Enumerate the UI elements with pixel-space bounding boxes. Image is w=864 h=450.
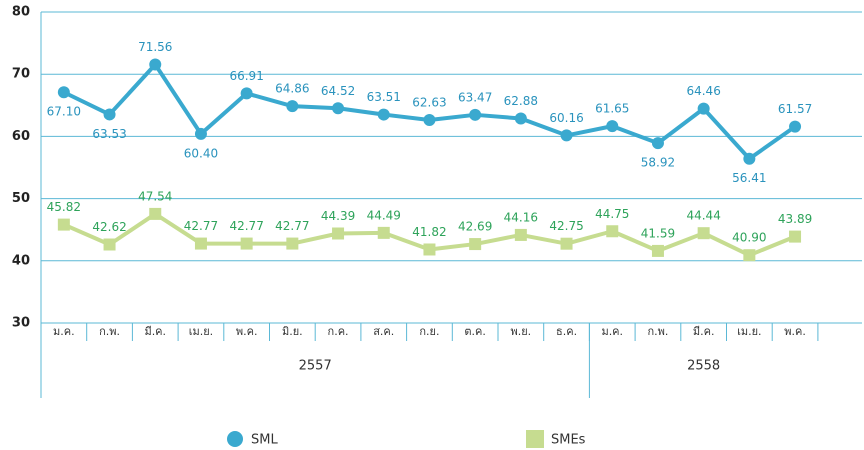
value-label: 42.75 — [549, 219, 583, 233]
value-label: 63.51 — [367, 90, 401, 104]
value-label: 64.52 — [321, 84, 355, 98]
group-label: 2557 — [299, 359, 332, 374]
y-tick-label: 60 — [12, 129, 30, 144]
x-tick-label: ต.ค. — [464, 325, 486, 338]
value-label: 40.90 — [732, 231, 766, 245]
marker — [240, 237, 253, 250]
x-tick-label: ก.พ. — [647, 325, 668, 338]
value-label: 66.91 — [229, 69, 263, 83]
value-label: 45.82 — [47, 200, 81, 214]
value-label: 44.75 — [595, 207, 629, 221]
marker — [469, 238, 482, 251]
marker — [286, 100, 299, 113]
marker — [103, 108, 116, 121]
x-tick-label: พ.ย. — [510, 325, 531, 338]
legend-label: SMEs — [551, 433, 586, 448]
y-tick-label: 80 — [12, 5, 30, 20]
value-label: 62.63 — [412, 96, 446, 110]
marker — [332, 102, 345, 115]
legend-marker — [227, 431, 243, 447]
value-label: 42.69 — [458, 220, 492, 234]
x-tick-label: ก.พ. — [99, 325, 120, 338]
x-tick-label: ม.ค. — [53, 325, 75, 338]
marker — [194, 237, 207, 250]
x-tick-label: มิ.ย. — [282, 325, 303, 338]
marker — [651, 137, 664, 150]
x-tick-label: มี.ค. — [693, 325, 715, 338]
marker — [697, 227, 710, 240]
marker — [240, 87, 253, 100]
value-label: 60.40 — [184, 146, 218, 160]
marker — [469, 108, 482, 121]
series-line — [62, 62, 797, 161]
value-label: 44.39 — [321, 209, 355, 223]
marker — [57, 86, 70, 99]
value-label: 42.77 — [275, 219, 309, 233]
x-tick-label: เม.ย. — [737, 325, 761, 338]
marker — [514, 228, 527, 241]
value-label: 41.82 — [412, 225, 446, 239]
value-label: 56.41 — [732, 171, 766, 185]
x-tick-label: ธ.ค. — [556, 325, 577, 338]
x-tick-label: ส.ค. — [373, 325, 394, 338]
x-tick-label: ก.ย. — [419, 325, 439, 338]
marker — [194, 127, 207, 140]
marker — [789, 120, 802, 133]
value-label: 42.77 — [229, 219, 263, 233]
group-label: 2558 — [687, 359, 720, 374]
marker — [606, 120, 619, 133]
value-label: 61.57 — [778, 102, 812, 116]
value-label: 61.65 — [595, 102, 629, 116]
marker — [743, 249, 756, 262]
marker — [57, 218, 70, 231]
value-label: 42.62 — [92, 220, 126, 234]
value-label: 44.49 — [367, 208, 401, 222]
value-label: 41.59 — [641, 226, 675, 240]
value-label: 63.47 — [458, 90, 492, 104]
value-label: 44.44 — [686, 209, 720, 223]
value-label: 63.53 — [92, 127, 126, 141]
value-label: 67.10 — [47, 105, 81, 119]
marker — [286, 237, 299, 250]
x-tick-label: พ.ค. — [784, 325, 806, 338]
value-label: 64.46 — [686, 84, 720, 98]
x-tick-label: ม.ค. — [601, 325, 623, 338]
marker — [651, 244, 664, 257]
marker — [743, 152, 756, 165]
x-tick-label: ก.ค. — [328, 325, 349, 338]
marker — [514, 112, 527, 125]
y-tick-label: 40 — [12, 253, 30, 268]
y-tick-label: 50 — [12, 191, 30, 206]
marker — [789, 230, 802, 243]
value-label: 43.89 — [778, 212, 812, 226]
value-label: 44.16 — [504, 210, 538, 224]
marker — [423, 243, 436, 256]
marker — [423, 114, 436, 127]
marker — [149, 207, 162, 220]
y-tick-label: 70 — [12, 67, 30, 82]
legend-marker — [526, 430, 544, 448]
marker — [560, 237, 573, 250]
x-tick-label: เม.ย. — [189, 325, 213, 338]
marker — [377, 108, 390, 121]
x-tick-label: พ.ค. — [236, 325, 258, 338]
value-label: 64.86 — [275, 82, 309, 96]
x-tick-label: มี.ค. — [144, 325, 166, 338]
value-label: 60.16 — [549, 111, 583, 125]
marker — [103, 238, 116, 251]
marker — [332, 227, 345, 240]
marker — [697, 102, 710, 115]
value-label: 42.77 — [184, 219, 218, 233]
y-tick-label: 30 — [12, 316, 30, 331]
value-label: 62.88 — [504, 94, 538, 108]
marker — [377, 226, 390, 239]
marker — [149, 58, 162, 71]
value-label: 71.56 — [138, 40, 172, 54]
value-label: 58.92 — [641, 156, 675, 170]
legend-label: SML — [251, 433, 278, 448]
marker — [560, 129, 573, 142]
marker — [606, 225, 619, 238]
value-label: 47.54 — [138, 189, 172, 203]
